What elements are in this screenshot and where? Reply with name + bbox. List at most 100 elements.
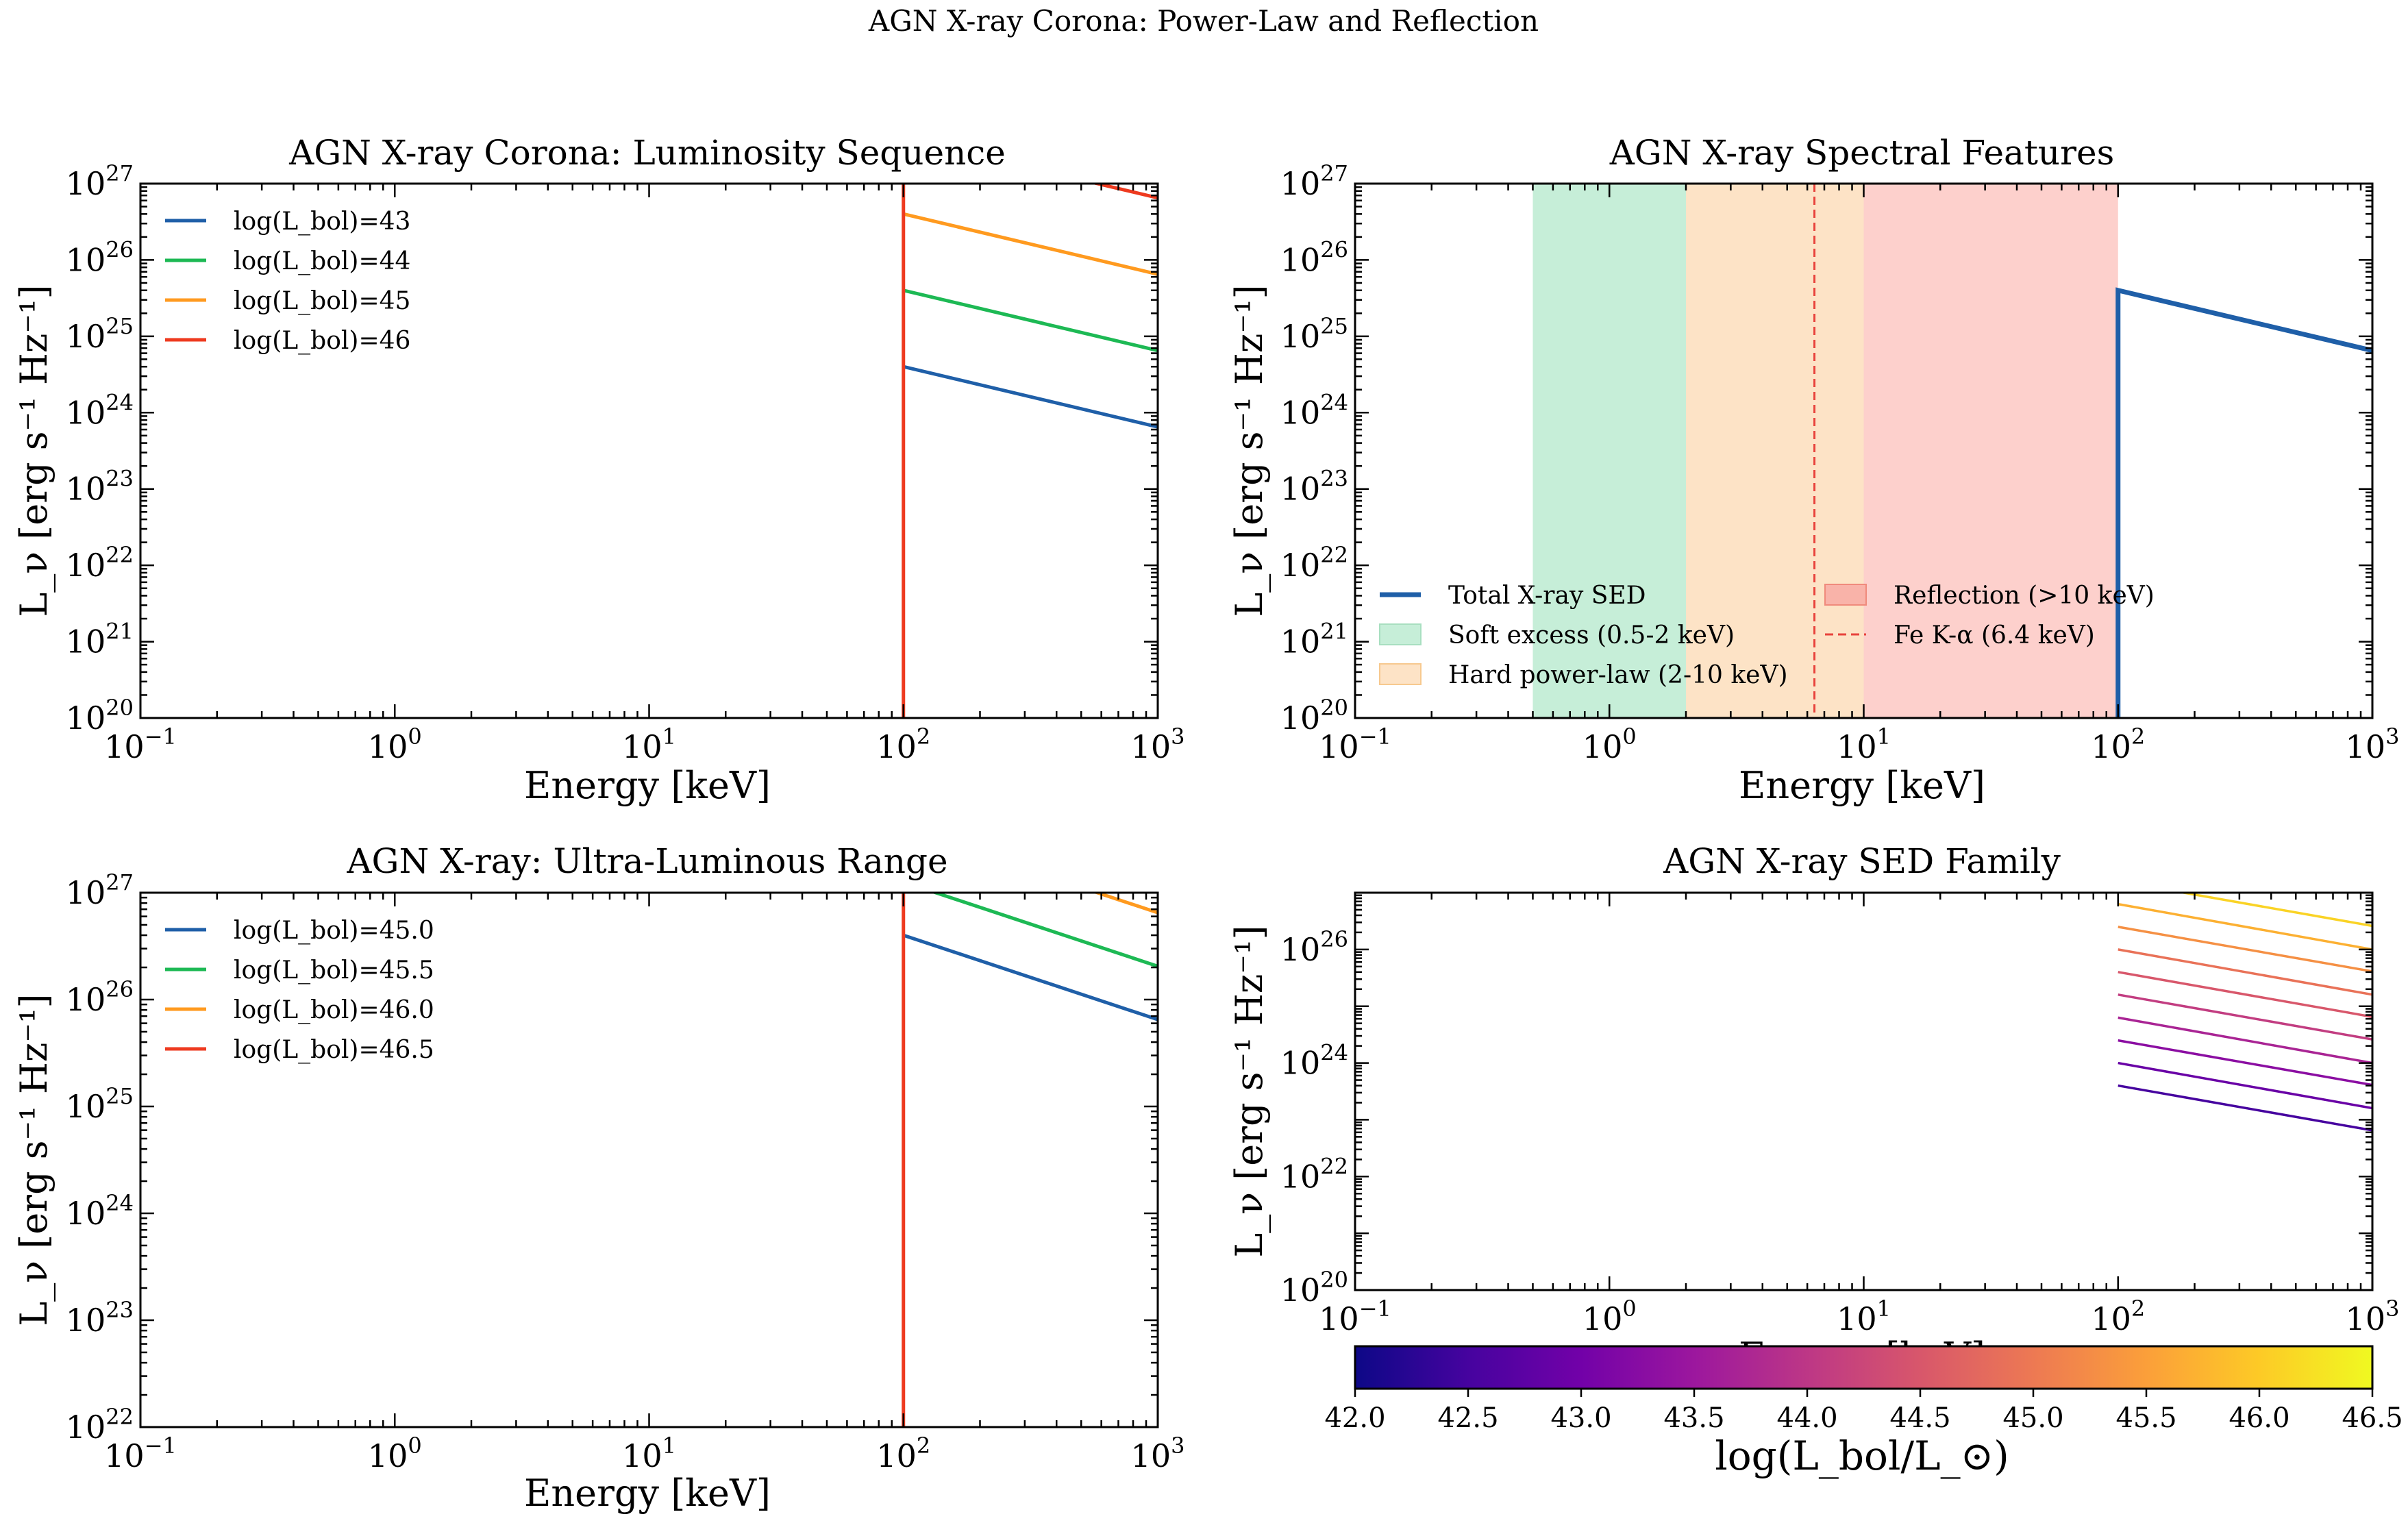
y-tick-label: 1023 <box>66 1297 134 1339</box>
x-tick-label: 103 <box>2346 1296 2400 1337</box>
legend-label: Fe K-α (6.4 keV) <box>1894 621 2095 649</box>
panel-3-ylabel: L_ν [erg s⁻¹ Hz⁻¹] <box>12 993 55 1326</box>
shaded-band <box>1863 184 2118 718</box>
legend-label: log(L_bol)=46 <box>234 327 410 355</box>
series-line <box>903 288 1158 353</box>
legend-label: Hard power-law (2-10 keV) <box>1448 661 1788 689</box>
legend-label: log(L_bol)=43 <box>234 208 410 236</box>
colorbar-tick-label: 44.5 <box>1889 1402 1950 1434</box>
legend-label: log(L_bol)=46.0 <box>234 996 434 1024</box>
y-tick-label: 1021 <box>66 619 134 660</box>
colorbar-tick-label: 44.0 <box>1776 1402 1837 1434</box>
x-tick-label: 10−1 <box>104 723 177 765</box>
y-tick-label: 1023 <box>66 466 134 508</box>
x-tick-label: 102 <box>2091 1296 2145 1337</box>
y-tick-label: 1020 <box>1280 1267 1348 1309</box>
x-tick-label: 100 <box>1582 723 1637 765</box>
y-tick-label: 1027 <box>66 160 134 202</box>
legend-label: Total X-ray SED <box>1448 582 1646 610</box>
p1-data <box>902 184 1158 718</box>
colorbar-tick-label: 46.5 <box>2342 1402 2403 1434</box>
colorbar-tick-label: 43.0 <box>1550 1402 1611 1434</box>
y-tick-label: 1023 <box>1280 466 1348 508</box>
x-tick-label: 10−1 <box>1319 723 1391 765</box>
y-tick-label: 1020 <box>66 695 134 736</box>
colorbar-label: log(L_bol/L_⊙) <box>1715 1433 2009 1479</box>
panel-2-ylabel: L_ν [erg s⁻¹ Hz⁻¹] <box>1228 284 1271 617</box>
panel-4-title: AGN X-ray SED Family <box>1663 841 2061 881</box>
x-tick-label: 100 <box>368 723 422 765</box>
y-tick-label: 1026 <box>1280 926 1348 968</box>
figure-suptitle: AGN X-ray Corona: Power-Law and Reflecti… <box>868 4 1539 38</box>
colorbar-tick-label: 46.0 <box>2229 1402 2289 1434</box>
x-tick-label: 101 <box>1837 723 1891 765</box>
y-tick-label: 1027 <box>66 869 134 911</box>
colorbar <box>1354 1345 2374 1390</box>
axes-frame <box>1354 891 2374 1291</box>
family-line <box>2118 902 2372 951</box>
legend-label: log(L_bol)=44 <box>234 247 410 275</box>
colorbar-tick-label: 45.5 <box>2115 1402 2176 1434</box>
x-tick-label: 100 <box>1582 1296 1637 1337</box>
y-tick-label: 1020 <box>1280 695 1348 736</box>
y-tick-label: 1025 <box>66 1083 134 1125</box>
series-line <box>902 933 1158 1021</box>
x-tick-label: 102 <box>2091 723 2145 765</box>
family-line <box>2118 948 2372 996</box>
panel-1-xlabel: Energy [keV] <box>524 764 771 807</box>
y-tick-label: 1024 <box>66 1190 134 1232</box>
panel-1-title: AGN X-ray Corona: Luminosity Sequence <box>288 133 1006 173</box>
x-tick-label: 102 <box>876 1433 930 1474</box>
colorbar-tick-label: 42.5 <box>1437 1402 1498 1434</box>
x-tick-label: 101 <box>622 723 676 765</box>
colorbar-tick-label: 45.0 <box>2002 1402 2063 1434</box>
p3-axes: 10−1 100 101 102 103 1022 1023 1024 1025 1026 1027… <box>66 869 1185 1474</box>
y-tick-label: 1026 <box>66 976 134 1018</box>
y-tick-label: 1022 <box>66 542 134 584</box>
legend-label: log(L_bol)=46.5 <box>234 1036 434 1064</box>
series-line <box>1092 893 1158 915</box>
p2-axes: 10−1 100 101 102 103 1020 1021 1022 1023 1024 1025… <box>1280 160 2400 765</box>
x-tick-label: 102 <box>876 723 930 765</box>
y-tick-label: 1026 <box>1280 236 1348 278</box>
family-line <box>2118 926 2372 973</box>
x-tick-label: 103 <box>2346 723 2400 765</box>
x-tick-label: 103 <box>1131 723 1185 765</box>
y-tick-label: 1026 <box>66 236 134 278</box>
y-tick-label: 1022 <box>1280 542 1348 584</box>
x-tick-label: 100 <box>368 1433 422 1474</box>
p3-data <box>902 893 1158 1427</box>
family-line <box>2118 1039 2372 1087</box>
y-tick-label: 1022 <box>1280 1153 1348 1195</box>
x-tick-label: 10−1 <box>104 1433 177 1474</box>
legend-swatch <box>1379 623 1422 645</box>
total-sed-line <box>2115 287 2372 718</box>
legend-label: log(L_bol)=45 <box>234 287 410 315</box>
legend-label: Soft excess (0.5-2 keV) <box>1448 621 1735 649</box>
family-line <box>2176 893 2372 928</box>
shaded-band <box>1686 184 1864 718</box>
y-tick-label: 1025 <box>1280 313 1348 355</box>
family-line <box>2118 993 2372 1041</box>
p1-axes: 10−1 100 101 102 103 1020 1021 1022 1023 1024 1025… <box>66 160 1185 765</box>
p4-data <box>2118 893 2372 1132</box>
y-tick-label: 1022 <box>66 1404 134 1446</box>
family-line <box>2118 1084 2372 1132</box>
colorbar-tick-label: 42.0 <box>1324 1402 1385 1434</box>
y-tick-label: 1021 <box>1280 619 1348 660</box>
x-tick-label: 101 <box>1837 1296 1891 1337</box>
series-line <box>1090 184 1158 200</box>
y-tick-label: 1025 <box>66 313 134 355</box>
legend-label: log(L_bol)=45.0 <box>234 917 434 945</box>
series-line <box>903 364 1158 429</box>
panel-1-ylabel: L_ν [erg s⁻¹ Hz⁻¹] <box>12 284 55 617</box>
p4-axes: 10−1 100 101 102 103 1020 1022 1024 1026 <box>1280 891 2400 1337</box>
legend-label: log(L_bol)=45.5 <box>234 956 434 985</box>
panel-3-title: AGN X-ray: Ultra-Luminous Range <box>346 841 947 881</box>
family-line <box>2118 1016 2372 1065</box>
panel-3-xlabel: Energy [keV] <box>524 1472 771 1515</box>
family-line <box>2118 971 2372 1018</box>
x-tick-label: 101 <box>622 1433 676 1474</box>
shaded-band <box>1532 184 1687 718</box>
